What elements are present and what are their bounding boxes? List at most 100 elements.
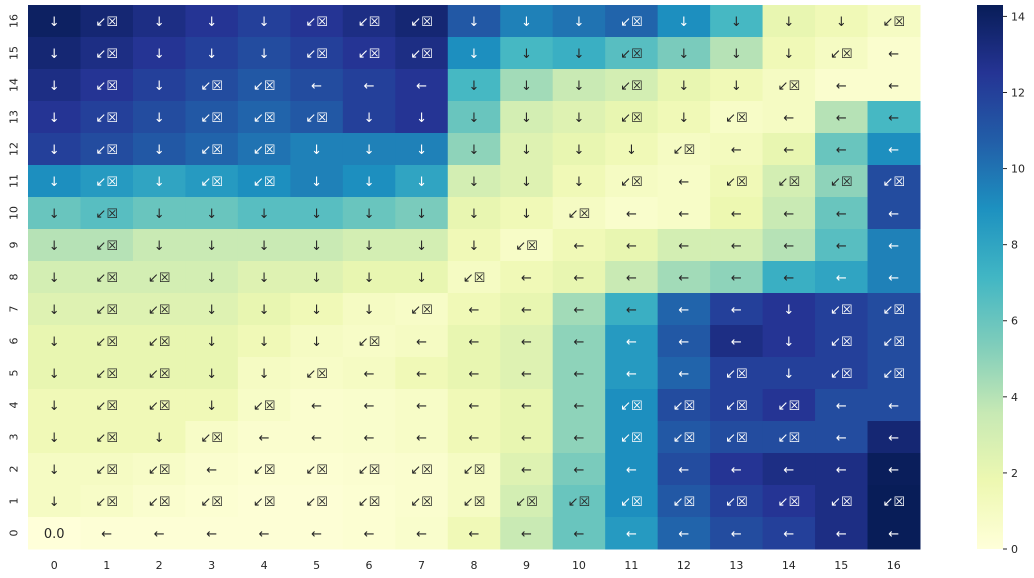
- heatmap-cell: [132, 229, 186, 262]
- heatmap-cell: [867, 101, 921, 134]
- cell-annotation: ←: [836, 399, 847, 414]
- cell-annotation: ←: [416, 335, 427, 350]
- cell-annotation: ↓: [154, 15, 165, 30]
- cell-annotation: ↓: [154, 143, 165, 158]
- heatmap-cell: [762, 357, 816, 390]
- cell-annotation: 0.0: [44, 527, 65, 542]
- y-tick-label: 6: [8, 338, 21, 345]
- cell-annotation: ←: [416, 431, 427, 446]
- heatmap-cell: [447, 101, 501, 134]
- heatmap-cell: [80, 37, 134, 70]
- heatmap-cell: [710, 357, 764, 390]
- cell-annotation: ←: [678, 239, 689, 254]
- cell-annotation: ←: [888, 271, 899, 286]
- cell-annotation: ↓: [49, 399, 60, 414]
- heatmap-cell: [342, 453, 396, 486]
- heatmap-cell: [395, 165, 449, 198]
- heatmap-cell: [710, 325, 764, 358]
- cell-annotation: ←: [678, 207, 689, 222]
- cell-annotation: ←: [521, 335, 532, 350]
- cell-annotation: ↙☒: [515, 495, 538, 510]
- cell-annotation: ←: [783, 463, 794, 478]
- cell-annotation: ↙☒: [253, 463, 276, 478]
- x-tick-label: 11: [624, 559, 638, 572]
- heatmap-cell: [710, 293, 764, 326]
- cell-annotation: ↙☒: [463, 463, 486, 478]
- cell-annotation: ↙☒: [148, 303, 171, 318]
- heatmap-cell: [342, 325, 396, 358]
- heatmap-cell: [80, 517, 134, 550]
- cell-annotation: ←: [783, 111, 794, 126]
- cell-annotation: ↓: [154, 47, 165, 62]
- cell-annotation: ←: [783, 239, 794, 254]
- heatmap-cell: [552, 389, 606, 422]
- heatmap-cell: [132, 5, 186, 38]
- heatmap-cell: [342, 133, 396, 166]
- cell-annotation: ←: [469, 399, 480, 414]
- heatmap-cell: [762, 101, 816, 134]
- y-tick-label: 5: [8, 370, 21, 377]
- cell-annotation: ↓: [311, 207, 322, 222]
- heatmap-cell: [815, 229, 869, 262]
- cell-annotation: ←: [836, 207, 847, 222]
- y-tick-label: 13: [8, 110, 21, 124]
- y-tick-label: 9: [8, 242, 21, 249]
- cell-annotation: ↓: [259, 207, 270, 222]
- cell-annotation: ←: [626, 271, 637, 286]
- cell-annotation: ↙☒: [778, 495, 801, 510]
- cell-annotation: ←: [573, 367, 584, 382]
- heatmap-cell: [552, 293, 606, 326]
- cell-annotation: ↙☒: [95, 143, 118, 158]
- cell-annotation: ↙☒: [253, 495, 276, 510]
- heatmap-cell: [552, 37, 606, 70]
- cell-annotation: ←: [836, 239, 847, 254]
- heatmap-cell: [342, 293, 396, 326]
- cell-annotation: ↓: [49, 431, 60, 446]
- cell-annotation: ↙☒: [358, 47, 381, 62]
- heatmap-cell: [447, 517, 501, 550]
- cell-annotation: ↓: [206, 303, 217, 318]
- heatmap-cell: [867, 453, 921, 486]
- cell-annotation: ↓: [206, 367, 217, 382]
- heatmap-cell: [867, 165, 921, 198]
- heatmap-cell: [867, 197, 921, 230]
- heatmap-cell: [500, 229, 554, 262]
- heatmap-cell: [710, 69, 764, 102]
- cell-annotation: ↓: [521, 175, 532, 190]
- heatmap-cell: [815, 517, 869, 550]
- cell-annotation: ↙☒: [515, 239, 538, 254]
- heatmap-cell: [395, 261, 449, 294]
- cell-annotation: ↙☒: [95, 463, 118, 478]
- cell-annotation: ↓: [731, 79, 742, 94]
- heatmap-cell: [605, 229, 659, 262]
- cell-annotation: ←: [573, 303, 584, 318]
- heatmap-cell: [500, 37, 554, 70]
- heatmap-cell: [605, 261, 659, 294]
- cell-annotation: ←: [888, 143, 899, 158]
- heatmap-cell: [815, 165, 869, 198]
- heatmap-cell: [762, 5, 816, 38]
- heatmap-cell: [605, 293, 659, 326]
- heatmap-cell: [762, 261, 816, 294]
- cell-annotation: ←: [731, 271, 742, 286]
- cell-annotation: ↙☒: [200, 431, 223, 446]
- cell-annotation: ←: [259, 431, 270, 446]
- heatmap-cell: [395, 389, 449, 422]
- heatmap-cell: [815, 421, 869, 454]
- cell-annotation: ↓: [469, 207, 480, 222]
- cell-annotation: ←: [836, 431, 847, 446]
- cell-annotation: ↓: [154, 239, 165, 254]
- cell-annotation: ↙☒: [358, 463, 381, 478]
- heatmap-cell: [290, 261, 344, 294]
- cell-annotation: ↓: [783, 303, 794, 318]
- cell-annotation: ↙☒: [148, 399, 171, 414]
- cell-annotation: ←: [311, 399, 322, 414]
- heatmap-cell: [867, 261, 921, 294]
- heatmap-cell: [290, 293, 344, 326]
- cell-annotation: ↙☒: [410, 47, 433, 62]
- heatmap-cell: [395, 101, 449, 134]
- heatmap-cell: [867, 229, 921, 262]
- cell-annotation: ↙☒: [200, 143, 223, 158]
- cell-annotation: ↙☒: [95, 367, 118, 382]
- heatmap-cell: [395, 453, 449, 486]
